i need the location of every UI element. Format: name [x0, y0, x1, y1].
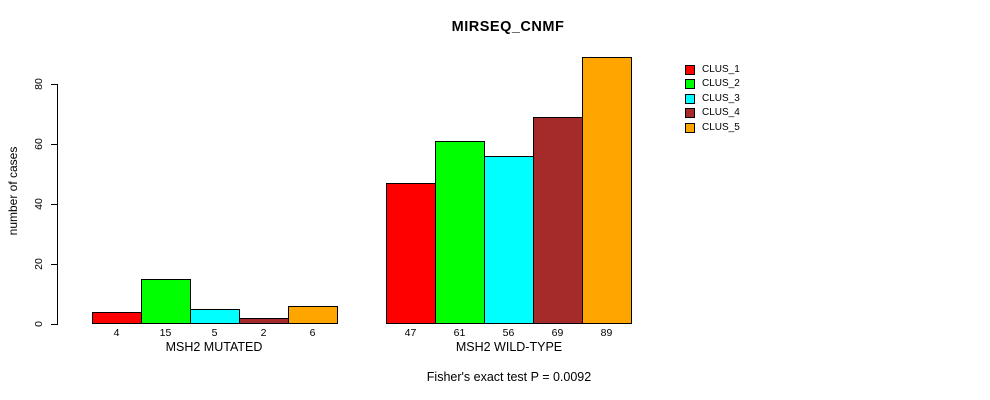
group-label-msh2-mutated: MSH2 MUTATED	[165, 340, 263, 354]
legend-swatch-clus-3	[685, 93, 695, 104]
bar-value-label: 2	[260, 327, 267, 339]
bar-value-label: 4	[113, 327, 120, 339]
legend-item-clus-3: CLUS_3	[685, 92, 740, 104]
legend-label-clus-4: CLUS_4	[702, 107, 740, 119]
legend-swatch-clus-1	[685, 65, 695, 75]
y-axis-tick	[51, 144, 58, 145]
legend-item-clus-4: CLUS_4	[685, 107, 740, 119]
bar-clus_3-group2	[484, 156, 534, 324]
bar-value-label: 61	[453, 327, 466, 339]
legend-label-clus-1: CLUS_1	[702, 64, 740, 75]
y-axis-tick	[51, 264, 58, 265]
legend-label-clus-5: CLUS_5	[702, 121, 740, 133]
bar-clus_4-group2	[533, 117, 583, 324]
legend-label-clus-3: CLUS_3	[702, 92, 740, 104]
bar-clus_5-group1	[288, 306, 338, 324]
y-axis-tick-label: 80	[33, 78, 45, 90]
legend-swatch-clus-2	[685, 79, 695, 90]
legend-swatch-clus-5	[685, 122, 695, 133]
y-axis-tick-label: 40	[33, 198, 45, 210]
legend-item-clus-5: CLUS_5	[685, 121, 740, 133]
bar-value-label: 56	[502, 327, 515, 339]
y-axis-label: number of cases	[6, 146, 20, 236]
y-axis-tick-label: 0	[33, 321, 45, 327]
y-axis-tick-label: 60	[33, 138, 45, 150]
bar-clus_2-group2	[435, 141, 485, 324]
legend-label-clus-2: CLUS_2	[702, 78, 740, 90]
legend-item-clus-1: CLUS_1	[685, 65, 740, 75]
bar-value-label: 6	[309, 327, 316, 339]
legend: CLUS_1 CLUS_2 CLUS_3 CLUS_4 CLUS_5	[685, 65, 740, 133]
bar-value-label: 15	[159, 327, 172, 339]
y-axis-tick	[51, 324, 58, 325]
bar-value-label: 5	[211, 327, 218, 339]
bar-value-label: 47	[404, 327, 417, 339]
bar-clus_2-group1	[141, 279, 191, 324]
bar-clus_1-group1	[92, 312, 142, 324]
y-axis-tick	[51, 84, 58, 85]
fishers-exact-test-caption: Fisher's exact test P = 0.0092	[426, 370, 592, 384]
group-label-msh2-wild-type: MSH2 WILD-TYPE	[455, 340, 563, 354]
bar-clus_5-group2	[582, 57, 632, 324]
bar-clus_1-group2	[386, 183, 436, 324]
legend-swatch-clus-4	[685, 108, 695, 119]
bar-clus_4-group1	[239, 318, 289, 324]
chart-title: MIRSEQ_CNMF	[451, 19, 565, 35]
bar-value-label: 69	[551, 327, 564, 339]
y-axis-tick	[51, 204, 58, 205]
bar-clus_3-group1	[190, 309, 240, 324]
bar-value-label: 89	[600, 327, 613, 339]
legend-item-clus-2: CLUS_2	[685, 78, 740, 90]
y-axis-tick-label: 20	[33, 258, 45, 270]
